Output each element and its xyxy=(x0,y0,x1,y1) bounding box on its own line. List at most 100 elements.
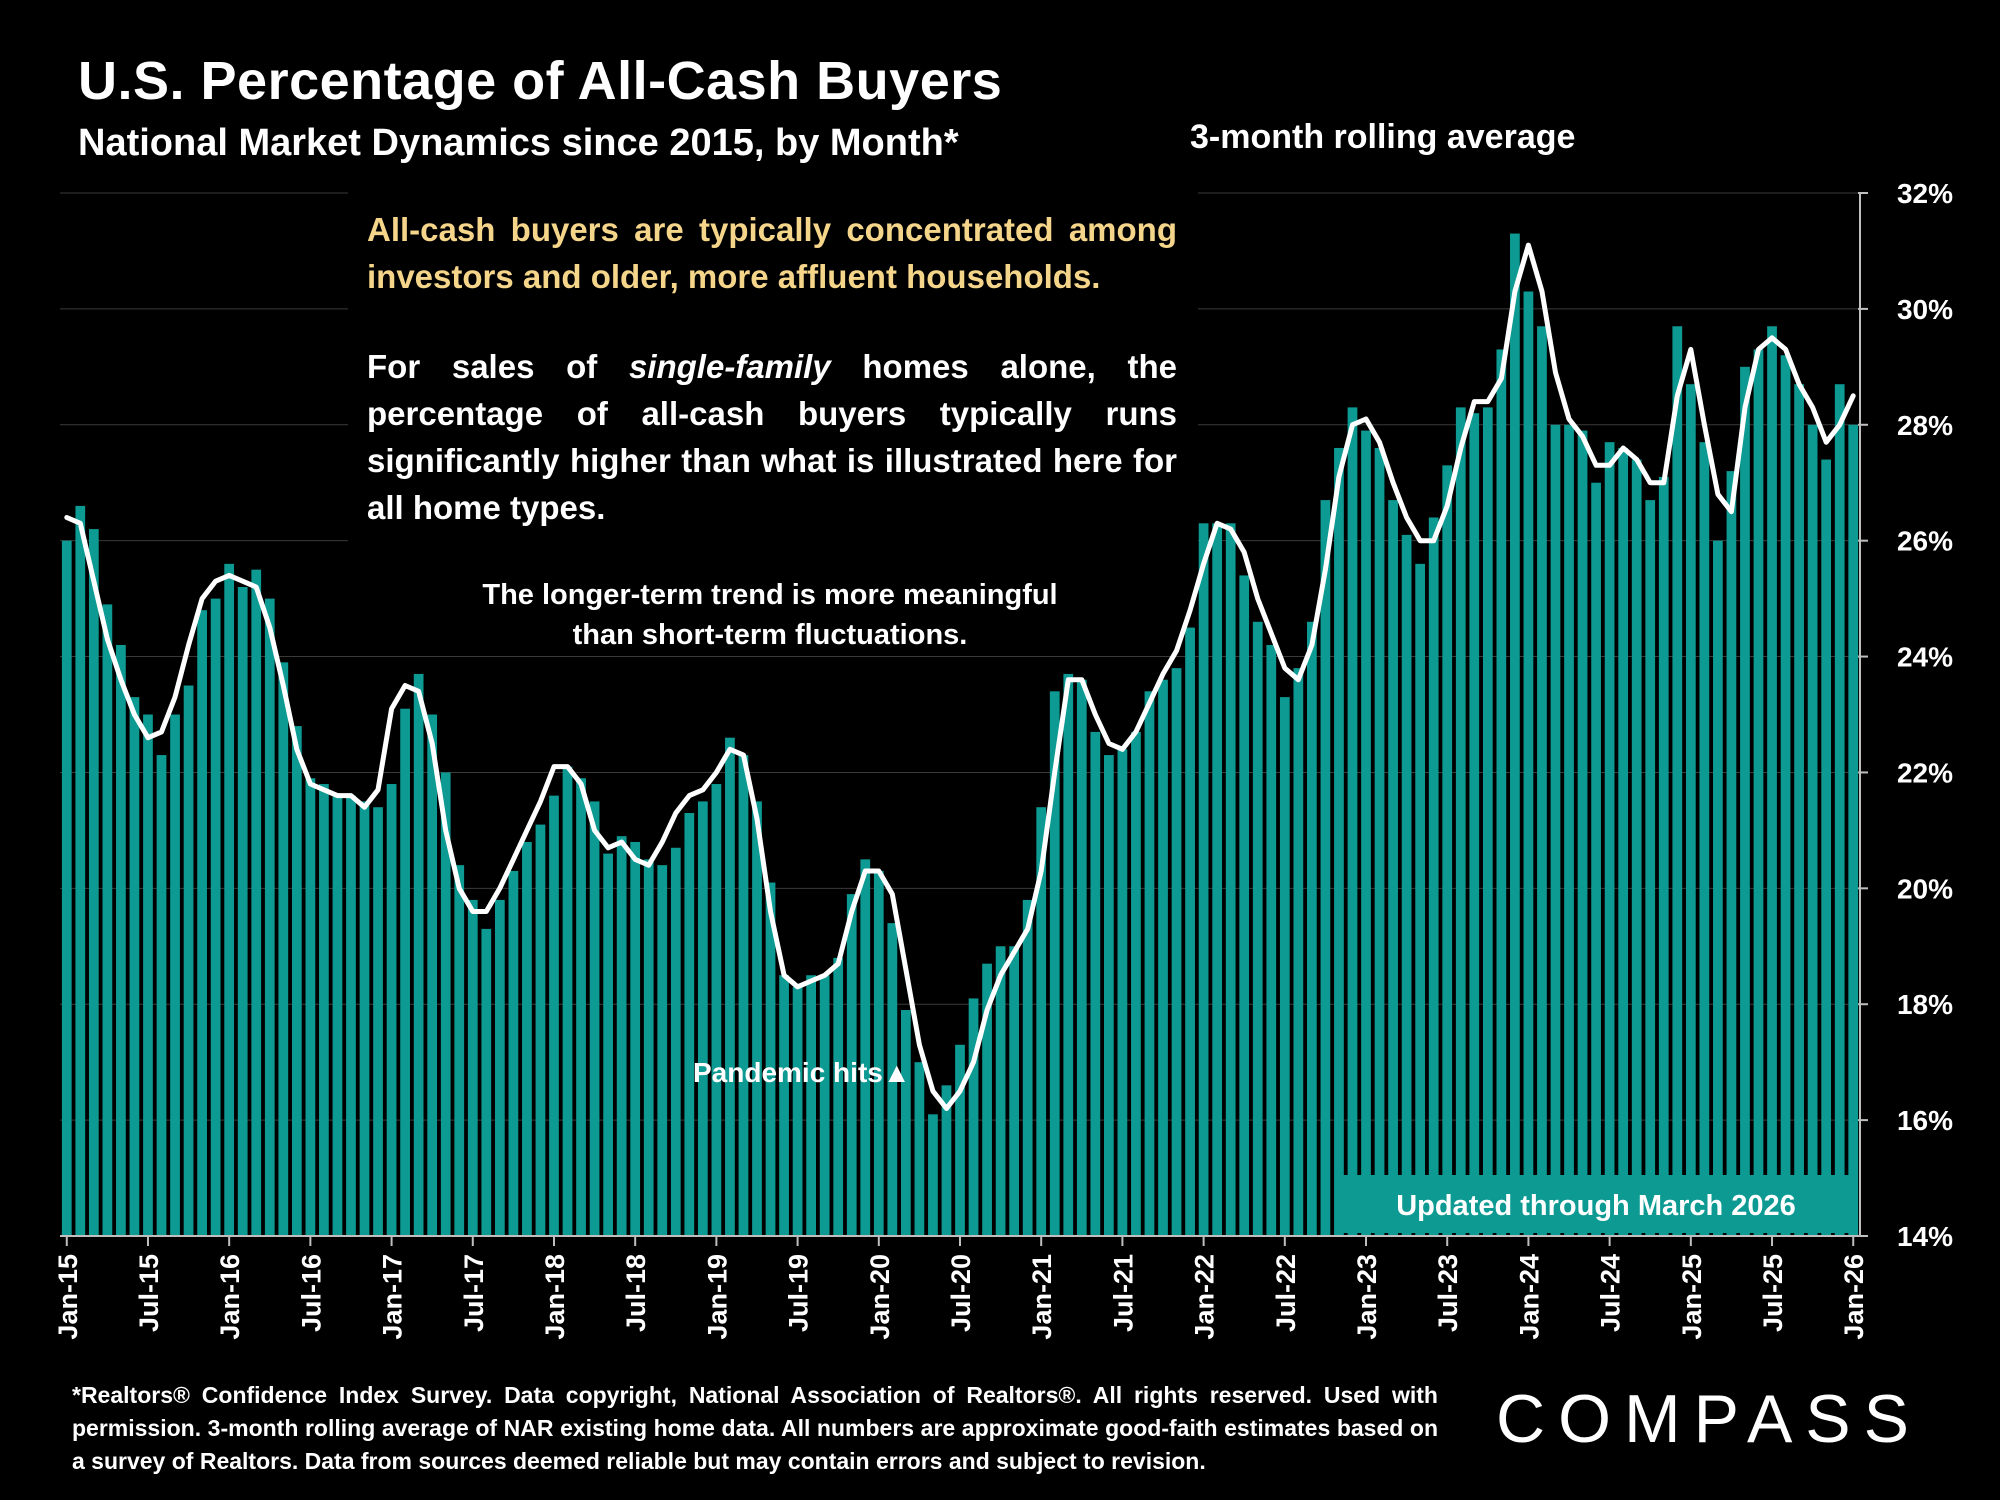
rolling-average-label: 3-month rolling average xyxy=(1190,118,1576,156)
bar xyxy=(535,824,546,1236)
bar xyxy=(413,673,424,1236)
bar xyxy=(116,644,126,1236)
note-sf-part1: For sales of xyxy=(367,348,629,385)
bar xyxy=(522,841,532,1236)
bar xyxy=(346,795,356,1236)
bar xyxy=(183,685,194,1236)
bar xyxy=(1510,233,1520,1237)
x-tick-label: Jul-19 xyxy=(784,1254,814,1332)
rolling-average-line xyxy=(64,242,1856,1111)
bar xyxy=(400,708,410,1236)
bar xyxy=(1185,627,1195,1236)
bar xyxy=(1658,476,1669,1237)
bar xyxy=(467,899,478,1236)
pandemic-label: Pandemic hits xyxy=(693,1057,883,1088)
x-tick-label: Jul-15 xyxy=(134,1254,164,1332)
bar xyxy=(129,697,140,1236)
x-tick-label: Jul-16 xyxy=(296,1254,326,1332)
note-trend-line2: than short-term fluctuations. xyxy=(572,619,968,651)
bar xyxy=(1374,447,1385,1236)
y-tick-label: 16% xyxy=(1897,1105,1953,1136)
bar xyxy=(1171,668,1182,1236)
bar xyxy=(264,598,275,1236)
x-tick-label: Jul-20 xyxy=(946,1254,976,1332)
bar xyxy=(61,540,72,1236)
bar xyxy=(1212,523,1223,1236)
bar xyxy=(1753,349,1764,1236)
x-tick-label: Jan-20 xyxy=(865,1254,895,1340)
bar xyxy=(75,505,86,1236)
bar xyxy=(1036,807,1047,1236)
bar xyxy=(305,778,316,1236)
bar xyxy=(332,795,343,1236)
bar xyxy=(1279,697,1290,1236)
bar xyxy=(562,766,573,1236)
bar xyxy=(643,859,654,1236)
bar xyxy=(657,865,668,1236)
bar xyxy=(1591,482,1601,1236)
bar xyxy=(914,1062,925,1236)
bar xyxy=(1767,326,1777,1236)
x-tick-label: Jul-25 xyxy=(1758,1254,1788,1332)
annotation-background xyxy=(348,190,1198,560)
bar xyxy=(278,662,289,1236)
bar xyxy=(1645,500,1656,1236)
compass-logo: COMPASS xyxy=(1496,1381,1923,1457)
bar xyxy=(1726,471,1737,1237)
bar xyxy=(224,563,235,1236)
triangle-up-icon: ▲ xyxy=(882,1057,911,1088)
bar xyxy=(630,841,641,1236)
y-tick-labels: 14% 16% 18% 20% 22% 24% 26% 28% 30% 32% xyxy=(1897,178,1953,1252)
bar xyxy=(1090,731,1101,1236)
bar xyxy=(1415,563,1426,1236)
bar xyxy=(88,529,99,1236)
x-tick-label: Jan-23 xyxy=(1352,1254,1382,1340)
bar xyxy=(156,755,167,1236)
bar xyxy=(291,726,302,1236)
bar xyxy=(1455,407,1466,1237)
bar xyxy=(1604,442,1615,1236)
bar xyxy=(1117,749,1128,1236)
y-tick-label: 14% xyxy=(1897,1221,1953,1252)
bar xyxy=(508,870,519,1236)
bar xyxy=(576,778,586,1236)
y-tick-label: 28% xyxy=(1897,410,1953,441)
bar xyxy=(1713,540,1723,1236)
y-tick-label: 24% xyxy=(1897,642,1953,673)
bar xyxy=(900,1010,911,1236)
bar xyxy=(1550,424,1561,1236)
note-single-family: For sales of single-family homes alone, … xyxy=(367,343,1177,531)
bar xyxy=(711,784,722,1236)
x-tick-labels: Jan-15 Jul-15 Jan-16 Jul-16 Jan-17 Jul-17 Jan-… xyxy=(53,1254,1869,1340)
bar xyxy=(1699,442,1710,1236)
x-tick-label: Jul-18 xyxy=(621,1254,651,1332)
bar xyxy=(143,714,153,1236)
bar xyxy=(1266,644,1277,1236)
bar xyxy=(1158,679,1168,1236)
bar xyxy=(1049,691,1060,1236)
x-tick-label: Jan-21 xyxy=(1027,1254,1057,1340)
y-tick-label: 26% xyxy=(1897,526,1953,557)
bar xyxy=(1009,946,1020,1236)
chart-subtitle: National Market Dynamics since 2015, by … xyxy=(78,122,959,164)
bar xyxy=(1442,465,1453,1237)
bar xyxy=(860,859,871,1236)
bar xyxy=(806,975,816,1236)
bar xyxy=(1307,621,1317,1236)
bar xyxy=(319,784,329,1236)
bar xyxy=(454,865,465,1236)
bar xyxy=(1685,384,1696,1236)
bar xyxy=(1496,349,1507,1236)
updated-badge: Updated through March 2026 xyxy=(1337,1175,1855,1233)
bar xyxy=(1834,384,1845,1236)
bar xyxy=(1361,430,1371,1236)
note-sf-emphasis: single-family xyxy=(628,348,831,385)
bar xyxy=(725,737,735,1236)
x-tick-label: Jan-18 xyxy=(540,1254,570,1340)
x-tick-label: Jul-23 xyxy=(1433,1254,1463,1332)
note-long-term-trend: The longer-term trend is more meaningful… xyxy=(430,575,1110,655)
bar xyxy=(1334,447,1344,1236)
x-tick-label: Jul-24 xyxy=(1596,1254,1626,1332)
bar xyxy=(1740,366,1750,1236)
